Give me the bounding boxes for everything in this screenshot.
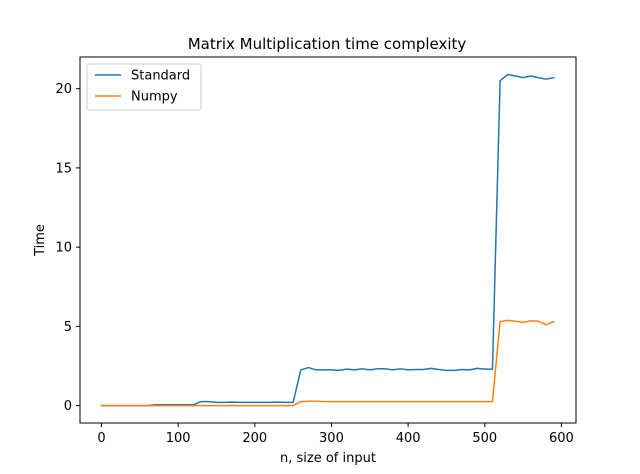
legend-label-numpy: Numpy bbox=[131, 90, 178, 105]
y-axis-label: Time bbox=[33, 224, 48, 257]
x-tick-label: 200 bbox=[242, 431, 267, 446]
series-line-standard bbox=[100, 73, 555, 407]
chart-title: Matrix Multiplication time complexity bbox=[188, 35, 467, 53]
plot-lines bbox=[100, 73, 555, 407]
y-tick-label: 5 bbox=[64, 320, 72, 335]
y-axis: 0 5 10 15 20 bbox=[55, 82, 80, 414]
y-tick-label: 0 bbox=[64, 399, 72, 414]
x-tick-label: 0 bbox=[97, 431, 105, 446]
x-tick-label: 300 bbox=[319, 431, 344, 446]
y-tick-label: 15 bbox=[55, 161, 72, 176]
x-tick-label: 100 bbox=[166, 431, 191, 446]
x-axis-label: n, size of input bbox=[280, 451, 376, 466]
legend: Standard Numpy bbox=[86, 63, 202, 111]
y-tick-label: 20 bbox=[55, 82, 72, 97]
x-tick-label: 600 bbox=[549, 431, 574, 446]
x-tick-label: 500 bbox=[472, 431, 497, 446]
plot-frame bbox=[79, 56, 577, 424]
x-tick-label: 400 bbox=[396, 431, 421, 446]
series-line-numpy bbox=[100, 319, 555, 407]
y-tick-label: 10 bbox=[55, 241, 72, 256]
legend-label-standard: Standard bbox=[131, 69, 190, 84]
x-axis: 0 100 200 300 400 500 600 bbox=[97, 423, 574, 446]
